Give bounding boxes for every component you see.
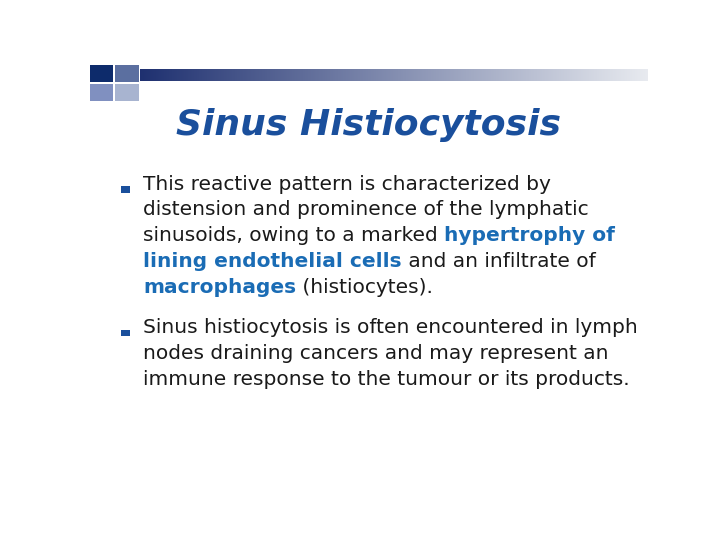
Text: Sinus histiocytosis is often encountered in lymph: Sinus histiocytosis is often encountered…: [143, 318, 638, 337]
Text: nodes draining cancers and may represent an: nodes draining cancers and may represent…: [143, 344, 608, 363]
Bar: [115, 65, 138, 82]
Bar: [90, 84, 114, 101]
Text: This reactive pattern is characterized by: This reactive pattern is characterized b…: [143, 174, 551, 193]
Text: sinusoids, owing to a marked: sinusoids, owing to a marked: [143, 226, 444, 245]
Text: hypertrophy of: hypertrophy of: [444, 226, 615, 245]
Text: macrophages: macrophages: [143, 278, 296, 296]
Text: (histiocytes).: (histiocytes).: [296, 278, 433, 296]
Text: and an infiltrate of: and an infiltrate of: [402, 252, 595, 271]
Text: immune response to the tumour or its products.: immune response to the tumour or its pro…: [143, 369, 629, 389]
Bar: [121, 186, 130, 193]
Bar: [90, 65, 114, 82]
Text: lining endothelial cells: lining endothelial cells: [143, 252, 402, 271]
Text: Sinus Histiocytosis: Sinus Histiocytosis: [176, 108, 562, 142]
Bar: [121, 329, 130, 336]
Text: distension and prominence of the lymphatic: distension and prominence of the lymphat…: [143, 200, 589, 219]
Bar: [115, 84, 138, 101]
